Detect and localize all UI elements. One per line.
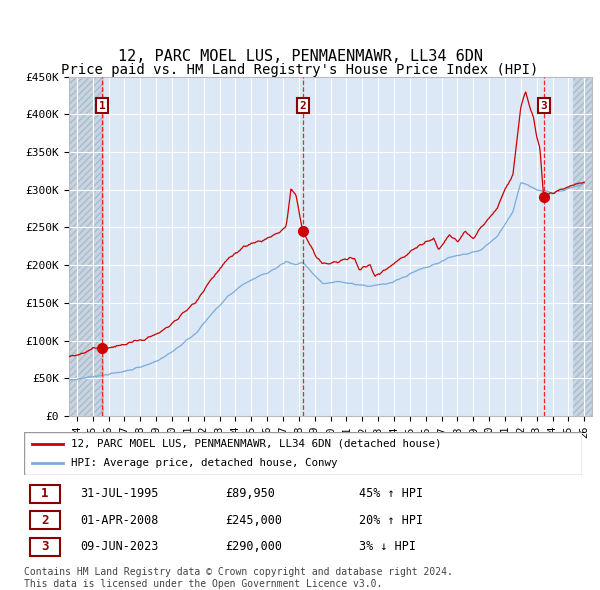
Text: 20% ↑ HPI: 20% ↑ HPI [359, 514, 423, 527]
Text: £245,000: £245,000 [225, 514, 282, 527]
Text: 09-JUN-2023: 09-JUN-2023 [80, 540, 158, 553]
Text: 12, PARC MOEL LUS, PENMAENMAWR, LL34 6DN (detached house): 12, PARC MOEL LUS, PENMAENMAWR, LL34 6DN… [71, 439, 442, 449]
Text: 1: 1 [98, 100, 106, 110]
FancyBboxPatch shape [29, 512, 60, 529]
Text: Contains HM Land Registry data © Crown copyright and database right 2024.
This d: Contains HM Land Registry data © Crown c… [24, 567, 453, 589]
Text: HPI: Average price, detached house, Conwy: HPI: Average price, detached house, Conw… [71, 458, 338, 468]
Text: £290,000: £290,000 [225, 540, 282, 553]
Text: 3: 3 [41, 540, 49, 553]
Text: 2: 2 [299, 100, 306, 110]
Text: 12, PARC MOEL LUS, PENMAENMAWR, LL34 6DN: 12, PARC MOEL LUS, PENMAENMAWR, LL34 6DN [118, 49, 482, 64]
FancyBboxPatch shape [29, 537, 60, 556]
Bar [69, 77, 104, 416]
FancyBboxPatch shape [24, 432, 582, 475]
Text: Price paid vs. HM Land Registry's House Price Index (HPI): Price paid vs. HM Land Registry's House … [61, 63, 539, 77]
Text: 45% ↑ HPI: 45% ↑ HPI [359, 487, 423, 500]
Text: 3% ↓ HPI: 3% ↓ HPI [359, 540, 416, 553]
Text: 01-APR-2008: 01-APR-2008 [80, 514, 158, 527]
Text: 1: 1 [41, 487, 49, 500]
Bar [573, 77, 592, 416]
FancyBboxPatch shape [29, 485, 60, 503]
Text: 3: 3 [541, 100, 547, 110]
Text: 2: 2 [41, 514, 49, 527]
Text: £89,950: £89,950 [225, 487, 275, 500]
Text: 31-JUL-1995: 31-JUL-1995 [80, 487, 158, 500]
